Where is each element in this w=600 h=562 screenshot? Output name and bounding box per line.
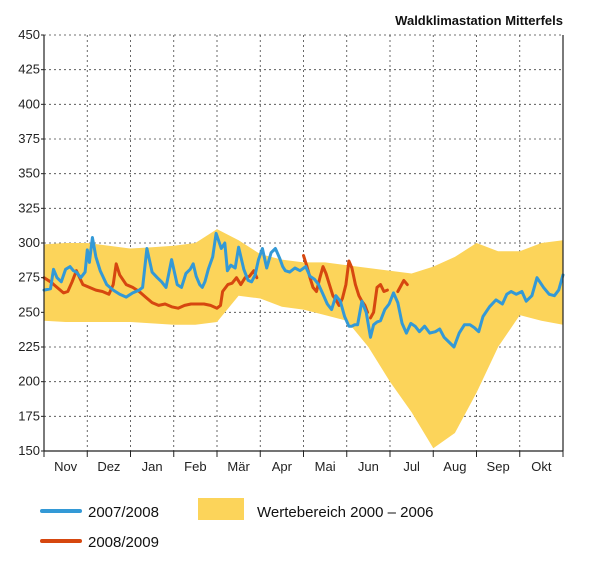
- legend: 2007/2008 2008/2009 Wertebereich 2000 – 20…: [40, 498, 434, 551]
- y-tick-label: 325: [18, 200, 40, 215]
- range-band-layer: [44, 229, 563, 449]
- y-tick-label: 350: [18, 166, 40, 181]
- x-tick-label: Sep: [487, 459, 510, 474]
- grid: [44, 34, 563, 451]
- x-tick-label: Dez: [97, 459, 120, 474]
- x-tick-label: Jan: [142, 459, 163, 474]
- y-tick-label: 400: [18, 96, 40, 111]
- x-tick-label: Okt: [531, 459, 552, 474]
- x-tick-label: Jun: [358, 459, 379, 474]
- legend-label-2007-2008: 2007/2008: [88, 504, 159, 521]
- y-tick-labels: 150 175 200 225 250 275 300 325 350 375 400 425 450: [18, 27, 40, 458]
- series-line-2008-2009-segment: [396, 278, 409, 293]
- legend-label-2008-2009: 2008/2009: [88, 534, 159, 551]
- y-tick-label: 150: [18, 443, 40, 458]
- chart-title: Waldklimastation Mitterfels: [395, 13, 563, 28]
- y-tick-label: 425: [18, 62, 40, 77]
- y-tick-label: 200: [18, 374, 40, 389]
- y-tick-label: 375: [18, 131, 40, 146]
- axes: [41, 34, 564, 457]
- y-tick-label: 450: [18, 27, 40, 42]
- y-tick-label: 175: [18, 408, 40, 423]
- x-tick-label: Feb: [184, 459, 206, 474]
- x-tick-label: Jul: [403, 459, 420, 474]
- legend-swatch-band: [198, 498, 244, 520]
- series-line-2008-2009-segment: [369, 283, 389, 320]
- range-band: [44, 229, 563, 449]
- y-tick-label: 225: [18, 339, 40, 354]
- x-tick-labels: Nov Dez Jan Feb Mär Apr Mai Jun Jul Aug Sep Okt: [54, 459, 552, 474]
- x-tick-label: Nov: [54, 459, 78, 474]
- legend-label-band: Wertebereich 2000 – 2006: [257, 504, 434, 521]
- y-tick-label: 300: [18, 235, 40, 250]
- x-tick-label: Apr: [272, 459, 293, 474]
- y-tick-label: 250: [18, 304, 40, 319]
- x-tick-label: Mai: [315, 459, 336, 474]
- x-tick-label: Mär: [227, 459, 250, 474]
- y-tick-label: 275: [18, 270, 40, 285]
- x-tick-label: Aug: [443, 459, 466, 474]
- series-layer: [42, 231, 565, 349]
- series-line-2007-2008: [42, 231, 565, 349]
